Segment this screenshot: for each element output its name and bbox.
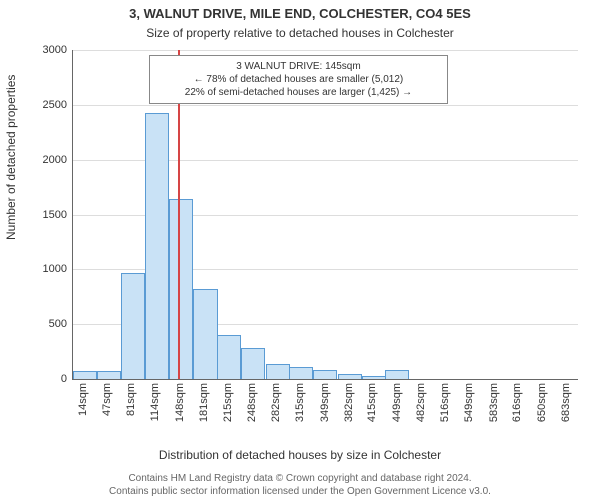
grid-line xyxy=(73,105,578,106)
histogram-bar xyxy=(193,289,217,379)
y-tick-label: 1500 xyxy=(43,209,67,221)
histogram-bar xyxy=(217,335,241,379)
x-tick-label: 583sqm xyxy=(488,383,500,422)
x-tick-label: 14sqm xyxy=(77,383,89,416)
footer-line1: Contains HM Land Registry data © Crown c… xyxy=(0,473,600,486)
annotation-line1: 3 WALNUT DRIVE: 145sqm xyxy=(158,60,439,73)
histogram-bar xyxy=(145,113,169,379)
x-tick-label: 282sqm xyxy=(270,383,282,422)
x-tick-label: 683sqm xyxy=(560,383,572,422)
x-tick-label: 114sqm xyxy=(149,383,161,421)
x-tick-label: 349sqm xyxy=(319,383,331,422)
y-tick-label: 2000 xyxy=(43,154,67,166)
histogram-bar xyxy=(169,199,193,379)
annotation-line2: ← 78% of detached houses are smaller (5,… xyxy=(158,73,439,86)
plot-area: 05001000150020002500300014sqm47sqm81sqm1… xyxy=(72,50,578,380)
footer-line2: Contains public sector information licen… xyxy=(0,486,600,499)
histogram-bar xyxy=(97,371,121,379)
x-tick-label: 382sqm xyxy=(343,383,355,422)
grid-line xyxy=(73,50,578,51)
y-tick-label: 2500 xyxy=(43,99,67,111)
histogram-bar xyxy=(73,371,97,379)
x-axis-label: Distribution of detached houses by size … xyxy=(0,448,600,462)
x-tick-label: 650sqm xyxy=(536,383,548,422)
chart-title-line1: 3, WALNUT DRIVE, MILE END, COLCHESTER, C… xyxy=(0,6,600,21)
chart-footer: Contains HM Land Registry data © Crown c… xyxy=(0,473,600,498)
histogram-bar xyxy=(266,364,290,379)
x-tick-label: 482sqm xyxy=(415,383,427,422)
histogram-bar xyxy=(289,367,313,379)
x-tick-label: 148sqm xyxy=(174,383,186,422)
histogram-bar xyxy=(338,374,362,379)
x-tick-label: 81sqm xyxy=(125,383,137,416)
histogram-bar xyxy=(362,376,386,379)
x-tick-label: 449sqm xyxy=(391,383,403,422)
annotation-box: 3 WALNUT DRIVE: 145sqm← 78% of detached … xyxy=(149,55,448,104)
y-tick-label: 1000 xyxy=(43,263,67,275)
x-tick-label: 315sqm xyxy=(294,383,306,422)
x-tick-label: 181sqm xyxy=(198,383,210,422)
histogram-chart: 3, WALNUT DRIVE, MILE END, COLCHESTER, C… xyxy=(0,0,600,500)
x-tick-label: 47sqm xyxy=(101,383,113,416)
histogram-bar xyxy=(121,273,145,379)
histogram-bar xyxy=(313,370,337,379)
chart-title-line2: Size of property relative to detached ho… xyxy=(0,26,600,40)
y-axis-label: Number of detached properties xyxy=(4,75,18,240)
x-tick-label: 415sqm xyxy=(366,383,378,422)
y-tick-label: 3000 xyxy=(43,44,67,56)
x-tick-label: 215sqm xyxy=(222,383,234,422)
y-tick-label: 0 xyxy=(61,373,67,385)
x-tick-label: 248sqm xyxy=(246,383,258,422)
x-tick-label: 616sqm xyxy=(511,383,523,422)
histogram-bar xyxy=(241,348,265,379)
y-tick-label: 500 xyxy=(49,318,67,330)
x-tick-label: 516sqm xyxy=(439,383,451,422)
histogram-bar xyxy=(385,370,409,379)
annotation-line3: 22% of semi-detached houses are larger (… xyxy=(158,86,439,99)
x-tick-label: 549sqm xyxy=(463,383,475,422)
